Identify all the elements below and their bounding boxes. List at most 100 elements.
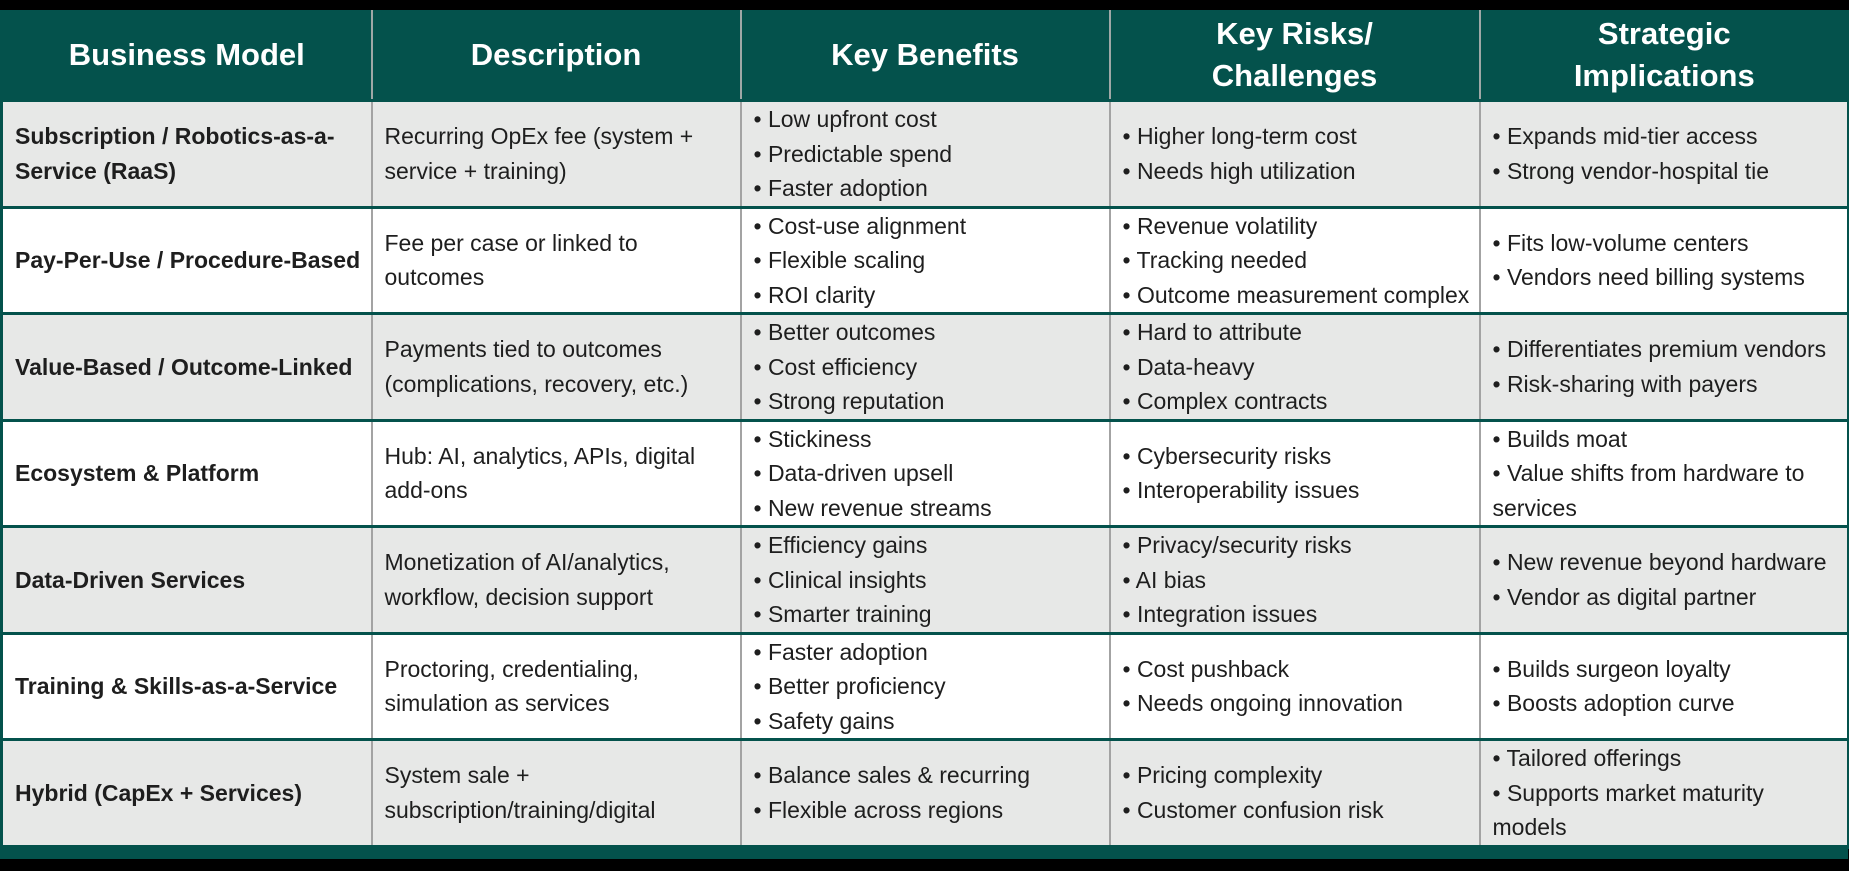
bullet-item: • Better proficiency [753, 673, 946, 699]
table-frame: Business Model Description Key Benefits … [0, 10, 1849, 859]
cell-strategic-implications: • New revenue beyond hardware • Vendor as… [1478, 525, 1849, 633]
cell-business-model: Pay-Per-Use / Procedure-Based [0, 205, 373, 314]
table-row: Training & Skills-as-a-Service Proctoring… [0, 631, 1849, 740]
bullet-item: • Data-driven upsell [753, 460, 954, 486]
bullet-item: • Revenue volatility [1122, 212, 1318, 239]
bullet-item: • Tracking needed [1122, 247, 1308, 273]
cell-key-risks: • Higher long-term cost • Needs high util… [1108, 99, 1481, 207]
cell-key-risks: • Cost pushback • Needs ongoing innovatio… [1108, 631, 1481, 740]
bullet-item: • Supports market maturity models [1492, 779, 1764, 841]
cell-business-model: Subscription / Robotics-as-a-Service (Ra… [0, 99, 373, 207]
bullet-item: • Cost pushback [1122, 655, 1290, 682]
bullet-item: • Expands mid-tier access [1492, 123, 1758, 150]
table-row: Data-Driven Services Monetization of AI/a… [0, 525, 1849, 633]
cell-key-risks: • Cybersecurity risks • Interoperability … [1108, 418, 1481, 527]
bullet-item: • Fits low-volume centers [1492, 229, 1749, 256]
bullet-item: • Value shifts from hardware to services [1492, 460, 1805, 521]
bullet-item: • Faster adoption [753, 175, 928, 201]
cell-description: System sale + subscription/training/digi… [370, 738, 742, 849]
bullet-item: • Cost efficiency [753, 353, 918, 380]
bullet-item: • New revenue beyond hardware [1492, 549, 1827, 576]
bullet-item: • Tailored offerings [1492, 745, 1682, 771]
cell-strategic-implications: • Fits low-volume centers • Vendors need … [1478, 205, 1849, 314]
cell-strategic-implications: • Builds surgeon loyalty • Boosts adoptio… [1478, 631, 1849, 740]
header-key-risks: Key Risks/ Challenges [1108, 10, 1481, 101]
bullet-item: • Builds moat [1492, 425, 1628, 452]
cell-key-risks: • Pricing complexity • Customer confusion… [1108, 738, 1481, 849]
cell-business-model: Value-Based / Outcome-Linked [0, 312, 373, 420]
bullet-item: • New revenue streams [753, 494, 992, 521]
cell-key-benefits: • Cost-use alignment • Flexible scaling • … [739, 205, 1111, 314]
header-description: Description [370, 10, 742, 101]
bullet-item: • Hard to attribute [1122, 319, 1302, 345]
cell-business-model: Ecosystem & Platform [0, 418, 373, 527]
bullet-item: • Privacy/security risks [1122, 532, 1352, 558]
table-row: Value-Based / Outcome-Linked Payments tie… [0, 312, 1849, 420]
cell-key-risks: • Revenue volatility • Tracking needed • O… [1108, 205, 1481, 314]
cell-business-model: Data-Driven Services [0, 525, 373, 633]
bullet-item: • Needs high utilization [1122, 157, 1356, 184]
bullet-item: • Builds surgeon loyalty [1492, 655, 1731, 682]
bullet-item: • Vendors need billing systems [1492, 264, 1805, 291]
cell-key-benefits: • Efficiency gains • Clinical insights • S… [739, 525, 1111, 633]
table-row: Hybrid (CapEx + Services) System sale + s… [0, 738, 1849, 849]
table-row: Ecosystem & Platform Hub: AI, analytics, … [0, 418, 1849, 527]
cell-description: Recurring OpEx fee (system + service + t… [370, 99, 742, 207]
bullet-item: • Cost-use alignment [753, 212, 967, 239]
cell-key-benefits: • Balance sales & recurring • Flexible ac… [739, 738, 1111, 849]
bullet-item: • AI bias [1122, 566, 1207, 593]
header-key-benefits: Key Benefits [739, 10, 1111, 101]
bullet-item: • Safety gains [753, 707, 895, 734]
bullet-item: • Balance sales & recurring [753, 762, 1031, 789]
cell-key-benefits: • Faster adoption • Better proficiency • S… [739, 631, 1111, 740]
cell-strategic-implications: • Differentiates premium vendors • Risk-s… [1478, 312, 1849, 420]
bullet-item: • Clinical insights [753, 566, 927, 593]
cell-key-benefits: • Better outcomes • Cost efficiency • Stro… [739, 312, 1111, 420]
bullet-item: • Faster adoption [753, 638, 928, 665]
bullet-item: • Higher long-term cost [1122, 123, 1357, 150]
bullet-item: • Customer confusion risk [1122, 796, 1384, 823]
bullet-item: • Pricing complexity [1122, 762, 1323, 789]
cell-key-benefits: • Stickiness • Data-driven upsell • New re… [739, 418, 1111, 527]
bullet-item: • Flexible scaling [753, 247, 926, 273]
bullet-item: • Low upfront cost [753, 106, 937, 132]
business-models-table: Business Model Description Key Benefits … [0, 10, 1849, 849]
bullet-item: • Complex contracts [1122, 388, 1328, 414]
table-row: Pay-Per-Use / Procedure-Based Fee per cas… [0, 205, 1849, 314]
cell-description: Hub: AI, analytics, APIs, digital add-on… [370, 418, 742, 527]
cell-key-risks: • Hard to attribute • Data-heavy • Complex… [1108, 312, 1481, 420]
bullet-item: • ROI clarity [753, 281, 876, 308]
table-row: Subscription / Robotics-as-a-Service (Ra… [0, 99, 1849, 207]
bullet-item: • Cybersecurity risks [1122, 442, 1332, 469]
header-strategic-implications: Strategic Implications [1478, 10, 1849, 101]
cell-business-model: Training & Skills-as-a-Service [0, 631, 373, 740]
cell-key-benefits: • Low upfront cost • Predictable spend • F… [739, 99, 1111, 207]
bullet-item: • Outcome measurement complex [1122, 281, 1470, 308]
cell-strategic-implications: • Builds moat • Value shifts from hardwar… [1478, 418, 1849, 527]
bullet-item: • Flexible across regions [753, 796, 1004, 823]
cell-description: Payments tied to outcomes (complications… [370, 312, 742, 420]
bullet-item: • Efficiency gains [753, 532, 928, 558]
bullet-item: • Better outcomes [753, 319, 936, 345]
cell-strategic-implications: • Expands mid-tier access • Strong vendor… [1478, 99, 1849, 207]
bullet-item: • Risk-sharing with payers [1492, 370, 1758, 397]
cell-business-model: Hybrid (CapEx + Services) [0, 738, 373, 849]
bullet-item: • Predictable spend [753, 140, 953, 167]
bullet-item: • Strong vendor-hospital tie [1492, 157, 1770, 184]
bullet-item: • Vendor as digital partner [1492, 583, 1757, 610]
bullet-item: • Needs ongoing innovation [1122, 690, 1403, 717]
header-business-model: Business Model [0, 10, 373, 101]
bullet-item: • Boosts adoption curve [1492, 690, 1735, 717]
cell-strategic-implications: • Tailored offerings • Supports market ma… [1478, 738, 1849, 849]
cell-description: Monetization of AI/analytics, workflow, … [370, 525, 742, 633]
bullet-item: • Stickiness [753, 425, 872, 452]
bullet-item: • Integration issues [1122, 601, 1318, 627]
cell-description: Fee per case or linked to outcomes [370, 205, 742, 314]
bullet-item: • Strong reputation [753, 388, 945, 414]
header-row: Business Model Description Key Benefits … [0, 10, 1849, 101]
cell-key-risks: • Privacy/security risks • AI bias • Integ… [1108, 525, 1481, 633]
cell-description: Proctoring, credentialing, simulation as… [370, 631, 742, 740]
bullet-item: • Smarter training [753, 601, 932, 627]
bullet-item: • Differentiates premium vendors [1492, 336, 1827, 363]
bullet-item: • Data-heavy [1122, 353, 1255, 380]
